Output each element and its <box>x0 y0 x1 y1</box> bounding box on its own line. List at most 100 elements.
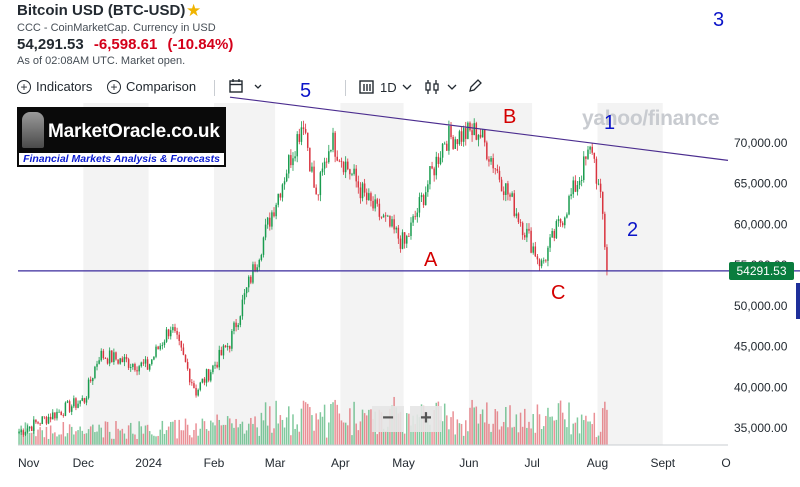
candle-body <box>397 227 400 239</box>
volume-bar <box>216 414 218 445</box>
volume-bar <box>250 417 252 445</box>
candle-body <box>420 195 423 198</box>
volume-bar <box>178 419 180 445</box>
x-tick-label: Aug <box>587 456 608 470</box>
volume-bar <box>170 421 172 445</box>
candle-body <box>243 293 246 300</box>
candle-body <box>161 344 164 346</box>
zoom-out-button[interactable]: − <box>372 406 404 432</box>
candle-body <box>281 184 284 198</box>
date-range-button[interactable] <box>229 78 263 97</box>
candle-body <box>374 199 376 209</box>
volume-bar <box>382 428 385 445</box>
volume-bar <box>357 430 360 445</box>
candle-body <box>403 232 406 244</box>
candle-body <box>216 364 218 368</box>
candle-body <box>81 398 84 401</box>
volume-bar <box>73 434 75 445</box>
draw-button[interactable] <box>467 78 483 97</box>
candle-body <box>330 149 332 152</box>
volume-bar <box>269 406 271 445</box>
volume-bar <box>477 423 480 445</box>
plus-circle-icon: + <box>107 79 121 94</box>
volume-bar <box>344 422 347 445</box>
candle-body <box>479 134 482 138</box>
volume-bar <box>431 431 433 445</box>
volume-bar <box>309 407 311 445</box>
volume-bar <box>534 432 537 445</box>
volume-bar <box>332 402 334 445</box>
interval-label: 1D <box>380 79 397 95</box>
volume-bar <box>486 402 488 445</box>
candle-body <box>412 216 414 223</box>
volume-bar <box>273 428 275 445</box>
candle-body <box>517 213 520 223</box>
candle-body <box>188 368 191 383</box>
candle-body <box>559 219 562 223</box>
y-tick-label: 70,000.00 <box>734 136 788 150</box>
volume-bar <box>576 417 579 445</box>
volume-bar <box>79 426 81 445</box>
volume-bar <box>551 416 553 445</box>
chart-type-select[interactable] <box>424 79 457 95</box>
candle-body <box>454 139 456 149</box>
zoom-in-button[interactable]: + <box>410 406 442 432</box>
volume-bar <box>465 420 467 445</box>
yahoo-finance-watermark: yahoo/finance <box>582 107 720 130</box>
candle-body <box>271 212 273 227</box>
candle-body <box>250 276 252 283</box>
volume-bar <box>507 427 509 445</box>
candle-body <box>399 238 402 249</box>
volume-bar <box>452 411 454 445</box>
volume-bar <box>214 425 216 445</box>
candle-body <box>108 350 111 364</box>
marketoracle-logo: MarketOracle.co.uk Financial Markets Ana… <box>17 107 226 167</box>
volume-bar <box>254 416 256 445</box>
volume-bar <box>92 424 94 445</box>
volume-bar <box>517 432 520 445</box>
volume-bar <box>502 421 505 445</box>
volume-bar <box>479 414 482 445</box>
volume-bar <box>595 437 598 445</box>
volume-bar <box>363 413 366 445</box>
candle-body <box>266 217 269 225</box>
comparison-button[interactable]: + Comparison <box>107 79 196 94</box>
volume-bar <box>513 426 515 445</box>
chevron-down-icon <box>402 84 412 90</box>
candle-body <box>534 246 537 257</box>
candle-body <box>502 191 505 195</box>
volume-bar <box>515 414 518 445</box>
candle-body <box>39 423 41 425</box>
candle-body <box>37 422 39 424</box>
candle-body <box>530 230 532 253</box>
volume-bar <box>129 422 132 445</box>
volume-bar <box>279 415 282 445</box>
volume-bar <box>597 435 600 445</box>
candle-body <box>380 216 383 218</box>
indicators-button[interactable]: + Indicators <box>17 79 92 94</box>
toolbar-divider <box>214 80 215 96</box>
candle-body <box>494 168 497 170</box>
wave-c-label: C <box>551 282 566 304</box>
candle-body <box>492 158 494 169</box>
volume-bar <box>338 413 341 445</box>
candle-body <box>319 172 322 196</box>
interval-select[interactable]: 1D <box>359 79 412 95</box>
candle-body <box>315 187 317 195</box>
candle-body <box>334 132 336 157</box>
star-icon[interactable]: ★ <box>186 1 202 20</box>
volume-bar <box>328 422 330 445</box>
candle-body <box>551 231 553 238</box>
candle-body <box>570 194 572 197</box>
candle-body <box>117 359 119 364</box>
volume-bar <box>342 422 345 445</box>
candle-body <box>545 260 547 262</box>
volume-bar <box>462 435 465 445</box>
candle-body <box>583 156 585 180</box>
volume-bar <box>494 409 497 445</box>
candle-body <box>298 134 301 142</box>
volume-bar <box>266 425 269 445</box>
volume-bar <box>18 428 20 445</box>
candle-body <box>410 222 412 236</box>
volume-bar <box>469 407 471 445</box>
